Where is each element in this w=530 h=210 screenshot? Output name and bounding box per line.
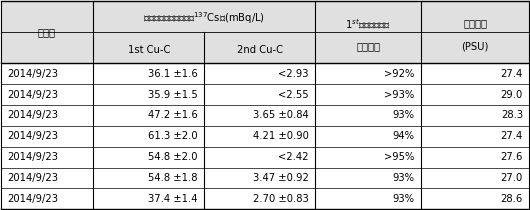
Text: 1st Cu-C: 1st Cu-C — [128, 45, 170, 55]
Text: 93%: 93% — [393, 194, 414, 204]
Text: 3.47 ±0.92: 3.47 ±0.92 — [253, 173, 309, 183]
Text: >92%: >92% — [384, 69, 414, 79]
Text: <2.42: <2.42 — [278, 152, 309, 162]
Bar — [1, 1, 529, 63]
Text: 2.70 ±0.83: 2.70 ±0.83 — [253, 194, 309, 204]
Text: <2.55: <2.55 — [278, 90, 309, 100]
Text: (PSU): (PSU) — [462, 42, 489, 52]
Text: 94%: 94% — [393, 131, 414, 141]
Text: 36.1 ±1.6: 36.1 ±1.6 — [148, 69, 198, 79]
Text: 37.4 ±1.4: 37.4 ±1.4 — [148, 194, 198, 204]
Text: の回収率: の回収率 — [356, 42, 380, 52]
Text: 2014/9/23: 2014/9/23 — [7, 90, 58, 100]
Text: 放射性セシウム濃度（$^{137}$Cs）(mBq/L): 放射性セシウム濃度（$^{137}$Cs）(mBq/L) — [143, 10, 265, 26]
Text: 2014/9/23: 2014/9/23 — [7, 194, 58, 204]
Text: 93%: 93% — [393, 110, 414, 120]
Text: 2014/9/23: 2014/9/23 — [7, 173, 58, 183]
Text: 27.4: 27.4 — [501, 69, 523, 79]
Text: 29.0: 29.0 — [501, 90, 523, 100]
Text: 47.2 ±1.6: 47.2 ±1.6 — [148, 110, 198, 120]
Text: 3.65 ±0.84: 3.65 ±0.84 — [253, 110, 309, 120]
Text: 54.8 ±2.0: 54.8 ±2.0 — [148, 152, 198, 162]
Text: 2014/9/23: 2014/9/23 — [7, 152, 58, 162]
Text: 35.9 ±1.5: 35.9 ±1.5 — [148, 90, 198, 100]
Text: 4.21 ±0.90: 4.21 ±0.90 — [253, 131, 309, 141]
Text: 27.6: 27.6 — [501, 152, 523, 162]
Text: 2014/9/23: 2014/9/23 — [7, 131, 58, 141]
Text: 塩分濃度: 塩分濃度 — [463, 19, 487, 29]
Text: 2nd Cu-C: 2nd Cu-C — [237, 45, 282, 55]
Text: 28.6: 28.6 — [501, 194, 523, 204]
Text: 93%: 93% — [393, 173, 414, 183]
Text: 27.0: 27.0 — [501, 173, 523, 183]
Text: 調査日: 調査日 — [38, 27, 56, 37]
Text: <2.93: <2.93 — [278, 69, 309, 79]
Text: 61.3 ±2.0: 61.3 ±2.0 — [148, 131, 198, 141]
Text: 1$^{st}$カートリッジ: 1$^{st}$カートリッジ — [346, 17, 391, 30]
Text: >93%: >93% — [384, 90, 414, 100]
Text: 2014/9/23: 2014/9/23 — [7, 110, 58, 120]
Text: 54.8 ±1.8: 54.8 ±1.8 — [148, 173, 198, 183]
Text: 28.3: 28.3 — [501, 110, 523, 120]
Text: >95%: >95% — [384, 152, 414, 162]
Text: 27.4: 27.4 — [501, 131, 523, 141]
Text: 2014/9/23: 2014/9/23 — [7, 69, 58, 79]
